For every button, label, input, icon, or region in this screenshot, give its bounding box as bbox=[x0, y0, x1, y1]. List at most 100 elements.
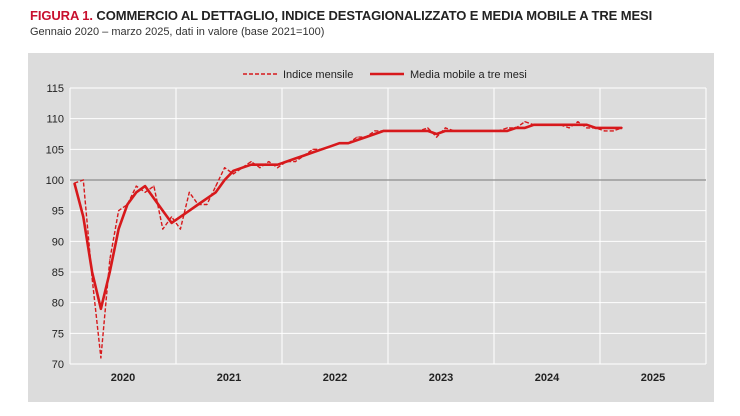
point-indice-mensile bbox=[135, 185, 137, 187]
point-indice-mensile bbox=[215, 185, 217, 187]
x-tick-label: 2022 bbox=[323, 372, 347, 384]
x-tick-label: 2025 bbox=[641, 372, 665, 384]
point-media-mobile bbox=[462, 130, 464, 132]
point-media-mobile bbox=[365, 136, 367, 138]
point-indice-mensile bbox=[524, 121, 526, 123]
point-indice-mensile bbox=[82, 179, 84, 181]
point-indice-mensile bbox=[179, 228, 181, 230]
point-indice-mensile bbox=[312, 148, 314, 150]
y-tick-label: 95 bbox=[52, 206, 64, 218]
point-media-mobile bbox=[215, 191, 217, 193]
point-media-mobile bbox=[374, 133, 376, 135]
point-media-mobile bbox=[347, 142, 349, 144]
figure-number: FIGURA 1. bbox=[30, 8, 93, 23]
point-indice-mensile bbox=[206, 203, 208, 206]
point-media-mobile bbox=[277, 164, 279, 166]
y-tick-label: 100 bbox=[46, 175, 64, 187]
point-media-mobile bbox=[497, 130, 499, 132]
point-indice-mensile bbox=[603, 130, 606, 132]
point-media-mobile bbox=[621, 127, 623, 129]
point-indice-mensile bbox=[250, 161, 252, 163]
point-indice-mensile bbox=[232, 173, 234, 175]
point-media-mobile bbox=[356, 139, 358, 141]
point-media-mobile bbox=[400, 130, 402, 132]
point-indice-mensile bbox=[506, 127, 508, 129]
point-indice-mensile bbox=[577, 121, 579, 123]
x-tick-label: 2020 bbox=[111, 372, 135, 384]
point-indice-mensile bbox=[612, 130, 614, 132]
point-media-mobile bbox=[471, 130, 473, 132]
point-indice-mensile bbox=[144, 191, 146, 193]
point-media-mobile bbox=[595, 127, 597, 129]
figure-title: COMMERCIO AL DETTAGLIO, INDICE DESTAGION… bbox=[96, 8, 653, 23]
point-media-mobile bbox=[524, 127, 526, 129]
point-indice-mensile bbox=[374, 130, 376, 132]
point-media-mobile bbox=[391, 130, 393, 132]
point-indice-mensile bbox=[224, 167, 226, 169]
y-tick-label: 115 bbox=[46, 83, 64, 95]
point-media-mobile bbox=[294, 157, 296, 160]
point-media-mobile bbox=[118, 228, 120, 230]
point-media-mobile bbox=[568, 124, 570, 126]
point-media-mobile bbox=[126, 203, 128, 206]
point-media-mobile bbox=[285, 161, 287, 163]
point-media-mobile bbox=[259, 164, 261, 166]
point-media-mobile bbox=[444, 130, 446, 132]
point-media-mobile bbox=[515, 127, 517, 129]
grid bbox=[69, 87, 707, 365]
point-media-mobile bbox=[135, 191, 137, 193]
point-media-mobile bbox=[577, 124, 579, 126]
point-media-mobile bbox=[303, 154, 305, 157]
point-indice-mensile bbox=[259, 167, 261, 169]
point-media-mobile bbox=[533, 124, 535, 126]
point-indice-mensile bbox=[162, 228, 164, 230]
point-media-mobile bbox=[383, 130, 385, 132]
y-tick-label: 105 bbox=[46, 144, 64, 156]
point-indice-mensile bbox=[109, 259, 111, 261]
axes: 70 75 80 85 90 95 100 105 110 115 2020 2021 2022 2023… bbox=[46, 83, 666, 384]
legend-label: Media mobile a tre mesi bbox=[410, 69, 527, 81]
point-indice-mensile bbox=[277, 167, 279, 169]
point-indice-mensile bbox=[100, 357, 102, 359]
chart-title: FIGURA 1. COMMERCIO AL DETTAGLIO, INDICE… bbox=[30, 8, 652, 23]
legend: Indice mensile Media mobile a tre mesi bbox=[243, 69, 527, 81]
point-media-mobile bbox=[436, 133, 438, 135]
point-indice-mensile bbox=[427, 127, 429, 129]
point-media-mobile bbox=[73, 182, 75, 184]
point-media-mobile bbox=[542, 124, 544, 126]
point-media-mobile bbox=[453, 130, 455, 132]
point-media-mobile bbox=[506, 130, 508, 132]
point-media-mobile bbox=[427, 130, 429, 132]
point-media-mobile bbox=[224, 179, 226, 181]
point-indice-mensile bbox=[356, 136, 358, 138]
point-media-mobile bbox=[586, 124, 588, 126]
point-media-mobile bbox=[162, 210, 164, 212]
point-media-mobile bbox=[100, 308, 102, 310]
series bbox=[73, 121, 623, 359]
point-indice-mensile bbox=[294, 161, 296, 163]
x-tick-label: 2021 bbox=[217, 372, 241, 384]
point-media-mobile bbox=[109, 271, 111, 273]
point-media-mobile bbox=[268, 164, 270, 166]
x-tick-label: 2023 bbox=[429, 372, 453, 384]
point-media-mobile bbox=[550, 124, 553, 126]
point-indice-mensile bbox=[586, 127, 588, 129]
point-media-mobile bbox=[91, 271, 93, 273]
point-media-mobile bbox=[171, 222, 173, 224]
series-line-indice-mensile bbox=[74, 121, 623, 359]
point-media-mobile bbox=[338, 142, 340, 144]
y-tick-label: 90 bbox=[52, 236, 64, 248]
point-media-mobile bbox=[559, 124, 561, 126]
y-tick-label: 85 bbox=[52, 267, 64, 279]
point-media-mobile bbox=[241, 167, 243, 169]
point-indice-mensile bbox=[153, 185, 155, 187]
point-media-mobile bbox=[312, 151, 314, 153]
point-media-mobile bbox=[144, 185, 146, 187]
point-indice-mensile bbox=[568, 127, 570, 129]
y-tick-label: 110 bbox=[46, 114, 64, 126]
point-media-mobile bbox=[82, 216, 84, 218]
point-media-mobile bbox=[179, 216, 181, 218]
point-indice-mensile bbox=[444, 127, 446, 129]
point-media-mobile bbox=[188, 210, 190, 212]
